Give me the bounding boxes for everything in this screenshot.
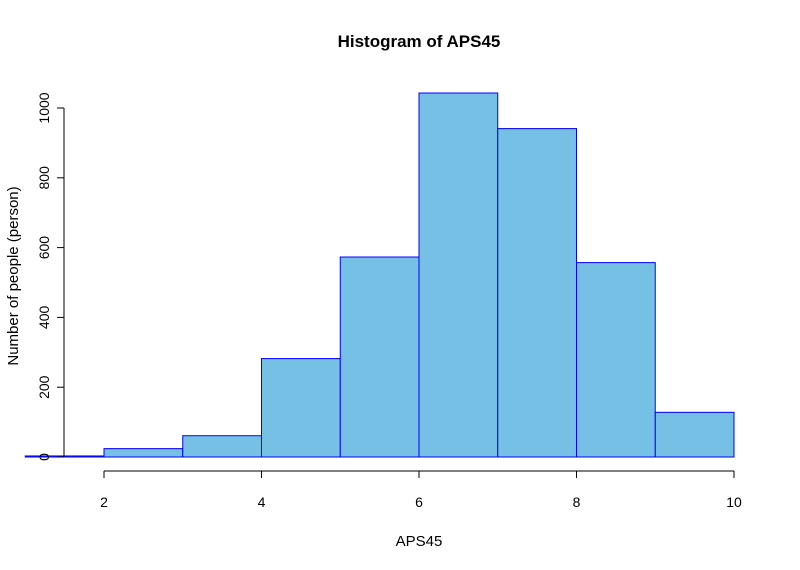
x-tick-label-2: 6 <box>415 494 423 510</box>
histogram-bars <box>24 92 735 458</box>
histogram-bar-8 <box>654 411 735 458</box>
x-tick-label-3: 8 <box>573 494 581 510</box>
y-tick-label-3: 600 <box>36 236 52 260</box>
y-tick-label-1: 200 <box>36 375 52 399</box>
histogram-bar-5 <box>418 92 499 458</box>
histogram-bar-2 <box>182 435 262 458</box>
histogram-bar-4 <box>339 256 420 458</box>
chart-title: Histogram of APS45 <box>338 32 501 51</box>
y-tick-label-5: 1000 <box>36 92 52 123</box>
y-axis-ticks: 0 200 400 600 800 1000 <box>36 92 64 461</box>
y-tick-label-0: 0 <box>36 453 52 461</box>
histogram-bar-6 <box>497 128 577 458</box>
y-tick-label-2: 400 <box>36 306 52 330</box>
x-tick-label-0: 2 <box>100 494 108 510</box>
y-axis-label: Number of people (person) <box>5 186 22 365</box>
y-tick-label-4: 800 <box>36 166 52 190</box>
histogram-bar-1 <box>103 448 184 458</box>
histogram-bar-7 <box>576 262 656 458</box>
x-axis-label: APS45 <box>396 533 443 550</box>
x-tick-label-1: 4 <box>258 494 266 510</box>
x-tick-label-4: 10 <box>726 494 742 510</box>
x-axis-ticks: 2 4 6 8 10 <box>100 471 742 510</box>
histogram-bar-3 <box>261 358 341 458</box>
